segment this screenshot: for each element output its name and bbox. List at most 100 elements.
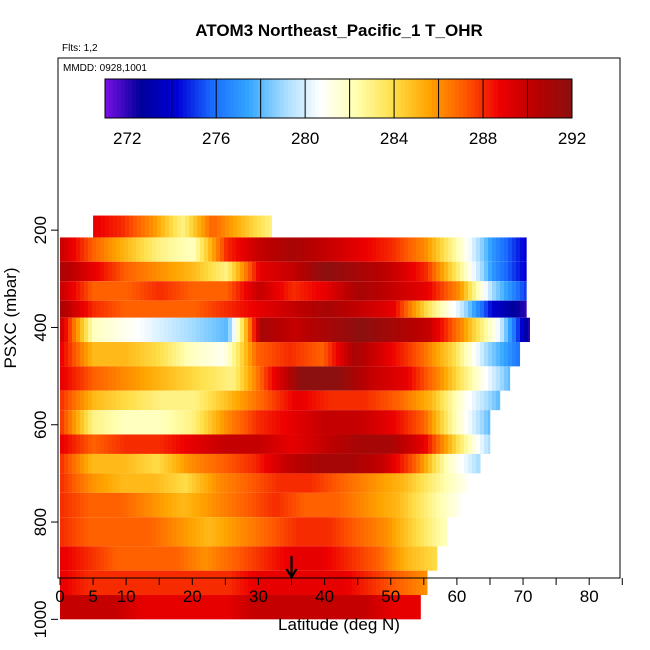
heatmap-cell bbox=[68, 434, 73, 454]
heatmap-cell bbox=[324, 410, 329, 435]
heatmap-cell bbox=[448, 473, 453, 493]
heatmap-cell bbox=[352, 453, 357, 474]
heatmap-cell bbox=[240, 492, 245, 518]
heatmap-cell bbox=[257, 215, 262, 238]
heatmap-cell bbox=[188, 281, 193, 301]
heatmap-cell bbox=[64, 453, 69, 474]
heatmap-cell bbox=[440, 390, 445, 411]
heatmap-cell bbox=[204, 390, 209, 411]
heatmap-cell bbox=[380, 492, 385, 518]
colorbar-swatch bbox=[229, 79, 234, 118]
colorbar-swatch bbox=[330, 79, 336, 118]
heatmap-cell bbox=[248, 390, 253, 411]
heatmap-cell bbox=[320, 237, 325, 262]
heatmap-cell bbox=[160, 390, 165, 411]
heatmap-cell bbox=[112, 492, 117, 518]
heatmap-cell bbox=[348, 517, 353, 547]
heatmap-cell bbox=[76, 390, 81, 411]
heatmap-cell bbox=[100, 410, 105, 435]
heatmap-cell bbox=[136, 517, 141, 547]
heatmap-cell bbox=[476, 390, 481, 411]
heatmap-cell bbox=[312, 595, 317, 620]
heatmap-cell bbox=[356, 473, 361, 493]
heatmap-cell bbox=[64, 410, 69, 435]
heatmap-cell bbox=[136, 317, 141, 343]
heatmap-cell bbox=[196, 342, 201, 367]
heatmap-cell bbox=[260, 546, 265, 571]
heatmap-cell bbox=[520, 281, 525, 301]
heatmap-cell bbox=[216, 281, 221, 301]
heatmap-cell bbox=[244, 366, 249, 391]
heatmap-cell bbox=[248, 281, 253, 301]
colorbar-swatch bbox=[120, 79, 125, 118]
heatmap-cell bbox=[100, 342, 105, 367]
heatmap-cell bbox=[224, 390, 229, 411]
heatmap-cell bbox=[308, 410, 313, 435]
heatmap-cell bbox=[276, 237, 281, 262]
heatmap-cell bbox=[336, 595, 341, 620]
heatmap-cell bbox=[260, 595, 265, 620]
heatmap-cell bbox=[268, 261, 273, 282]
heatmap-cell bbox=[272, 492, 277, 518]
colorbar-swatch bbox=[455, 79, 460, 118]
heatmap-cell bbox=[372, 492, 377, 518]
heatmap-cell bbox=[148, 453, 153, 474]
heatmap-cell bbox=[316, 366, 321, 391]
heatmap-cell bbox=[220, 546, 225, 571]
colorbar-tick-label: 284 bbox=[380, 129, 408, 148]
heatmap-cell bbox=[248, 261, 253, 282]
y-tick-label: 1000 bbox=[31, 600, 50, 638]
heatmap-cell bbox=[216, 317, 221, 343]
heatmap-cell bbox=[60, 492, 65, 518]
y-tick-label: 200 bbox=[31, 216, 50, 244]
heatmap-cell bbox=[396, 342, 401, 367]
heatmap-cell bbox=[269, 215, 272, 238]
heatmap-cell bbox=[412, 546, 417, 571]
heatmap-cell bbox=[116, 434, 121, 454]
heatmap-cell bbox=[140, 517, 145, 547]
heatmap-cell bbox=[68, 546, 73, 571]
heatmap-cell bbox=[320, 342, 325, 367]
colorbar-swatch bbox=[284, 79, 289, 118]
heatmap-cell bbox=[484, 281, 489, 301]
heatmap-cell bbox=[296, 410, 301, 435]
heatmap-cell bbox=[384, 473, 389, 493]
heatmap-cell bbox=[200, 570, 205, 596]
heatmap-cell bbox=[400, 261, 405, 282]
heatmap-cell bbox=[392, 390, 397, 411]
heatmap-cell bbox=[204, 595, 209, 620]
heatmap-cell bbox=[380, 595, 385, 620]
heatmap-cell bbox=[300, 546, 305, 571]
heatmap-cell bbox=[248, 237, 253, 262]
heatmap-cell bbox=[452, 473, 457, 493]
colorbar-swatch bbox=[241, 79, 246, 118]
heatmap-cell bbox=[348, 237, 353, 262]
heatmap-cell bbox=[212, 390, 217, 411]
heatmap-cell bbox=[92, 492, 97, 518]
heatmap-cell bbox=[376, 517, 381, 547]
heatmap-cell bbox=[128, 366, 133, 391]
heatmap-cell bbox=[392, 473, 397, 493]
heatmap-cell bbox=[524, 300, 527, 318]
heatmap-cell bbox=[492, 390, 497, 411]
heatmap-cell bbox=[344, 237, 349, 262]
heatmap-cell bbox=[196, 390, 201, 411]
colorbar-swatch bbox=[291, 79, 297, 118]
heatmap-cell bbox=[472, 366, 477, 391]
heatmap-cell bbox=[360, 517, 365, 547]
heatmap-cell bbox=[280, 595, 285, 620]
heatmap-cell bbox=[260, 453, 265, 474]
heatmap-cell bbox=[108, 300, 113, 318]
colorbar-swatch bbox=[529, 79, 534, 118]
heatmap-cell bbox=[72, 410, 77, 435]
heatmap-cell bbox=[64, 570, 69, 596]
heatmap-cell bbox=[376, 317, 381, 343]
heatmap-cell bbox=[136, 546, 141, 571]
flights-label: Flts: 1,2 bbox=[62, 43, 98, 54]
heatmap-cell bbox=[144, 237, 149, 262]
heatmap-cell bbox=[152, 261, 157, 282]
colorbar-swatch bbox=[466, 79, 472, 118]
heatmap-cell bbox=[444, 473, 449, 493]
heatmap-cell bbox=[300, 237, 305, 262]
